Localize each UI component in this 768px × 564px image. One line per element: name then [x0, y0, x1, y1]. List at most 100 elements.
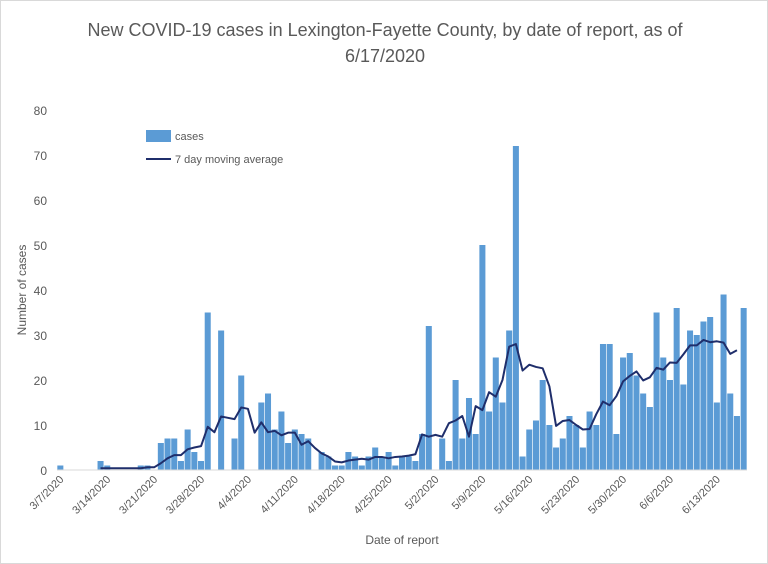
x-tick-label: 3/21/2020: [117, 474, 160, 517]
bar: [553, 447, 560, 470]
bar: [372, 447, 379, 470]
bar: [526, 429, 533, 470]
bar: [620, 357, 627, 470]
x-tick-label: 6/6/2020: [637, 474, 676, 513]
bar: [680, 384, 687, 470]
bar: [633, 375, 640, 470]
bar: [278, 411, 285, 470]
bar: [338, 465, 345, 470]
bar: [486, 411, 493, 470]
bar: [673, 308, 680, 470]
bar: [666, 380, 673, 470]
bar: [271, 429, 278, 470]
bar: [593, 425, 600, 470]
bar: [660, 357, 667, 470]
bar: [419, 434, 426, 470]
legend-label-cases: cases: [175, 131, 204, 143]
bar: [358, 465, 365, 470]
bar: [332, 465, 339, 470]
bar: [425, 326, 432, 470]
x-tick-label: 5/16/2020: [492, 474, 535, 517]
bar: [318, 452, 325, 470]
bar: [472, 434, 479, 470]
x-tick-label: 3/7/2020: [28, 474, 67, 513]
bar: [606, 344, 613, 470]
y-tick-label: 40: [34, 284, 48, 298]
y-axis-title: Number of cases: [15, 245, 29, 336]
bar: [452, 380, 459, 470]
bar: [640, 393, 647, 470]
bar: [204, 312, 211, 470]
bar: [365, 456, 372, 470]
bar: [198, 461, 205, 470]
x-tick-label: 4/4/2020: [215, 474, 254, 513]
y-tick-label: 0: [40, 464, 47, 478]
bar: [191, 452, 198, 470]
bar: [392, 465, 399, 470]
bar: [559, 438, 566, 470]
bar: [305, 438, 312, 470]
bar: [439, 438, 446, 470]
bar: [532, 420, 539, 470]
bar: [713, 402, 720, 470]
bar: [566, 416, 573, 470]
bar: [378, 456, 385, 470]
x-tick-label: 5/2/2020: [403, 474, 442, 513]
bar: [653, 312, 660, 470]
bar: [325, 456, 332, 470]
y-tick-label: 50: [34, 239, 48, 253]
bar: [707, 317, 714, 470]
bar: [740, 308, 747, 470]
bar: [539, 380, 546, 470]
bar: [164, 438, 171, 470]
chart-title: New COVID-19 cases in Lexington-Fayette …: [87, 20, 683, 66]
y-tick-label: 30: [34, 329, 48, 343]
x-tick-label: 3/14/2020: [70, 474, 113, 517]
bar: [479, 245, 486, 470]
bar: [720, 294, 727, 470]
bar: [700, 321, 707, 470]
bar: [352, 456, 359, 470]
bar: [285, 443, 292, 470]
bar: [398, 456, 406, 470]
bar: [646, 407, 653, 470]
y-tick-label: 80: [34, 104, 48, 118]
bar: [459, 438, 466, 470]
y-tick-label: 10: [34, 419, 48, 433]
legend-swatch-cases: [146, 130, 171, 142]
bar: [613, 434, 620, 470]
bar: [405, 456, 412, 470]
bar: [258, 402, 265, 470]
x-tick-label: 4/25/2020: [352, 474, 395, 517]
bar: [177, 461, 184, 470]
bar: [599, 344, 606, 470]
bar: [412, 461, 419, 470]
bar: [57, 465, 64, 470]
bar: [238, 375, 245, 470]
bar: [499, 402, 506, 470]
x-axis-title: Date of report: [365, 533, 439, 547]
y-tick-label: 70: [34, 149, 48, 163]
bar: [519, 456, 526, 470]
x-tick-label: 5/30/2020: [586, 474, 629, 517]
bar: [492, 357, 499, 470]
bar: [231, 438, 238, 470]
x-tick-label: 4/18/2020: [305, 474, 348, 517]
y-tick-label: 60: [34, 194, 48, 208]
bar: [727, 393, 734, 470]
x-tick-label: 5/9/2020: [450, 474, 489, 513]
bar: [512, 146, 519, 470]
bar: [579, 447, 586, 470]
bar: [445, 461, 452, 470]
x-tick-label: 4/11/2020: [258, 474, 301, 517]
bar: [97, 461, 104, 470]
moving-average-line: [100, 338, 738, 470]
bar: [626, 353, 633, 470]
bar: [291, 429, 298, 470]
bar: [218, 330, 225, 470]
x-tick-label: 3/28/2020: [164, 474, 207, 517]
legend-label-moving-average: 7 day moving average: [175, 154, 283, 166]
x-tick-label: 6/13/2020: [680, 474, 723, 517]
